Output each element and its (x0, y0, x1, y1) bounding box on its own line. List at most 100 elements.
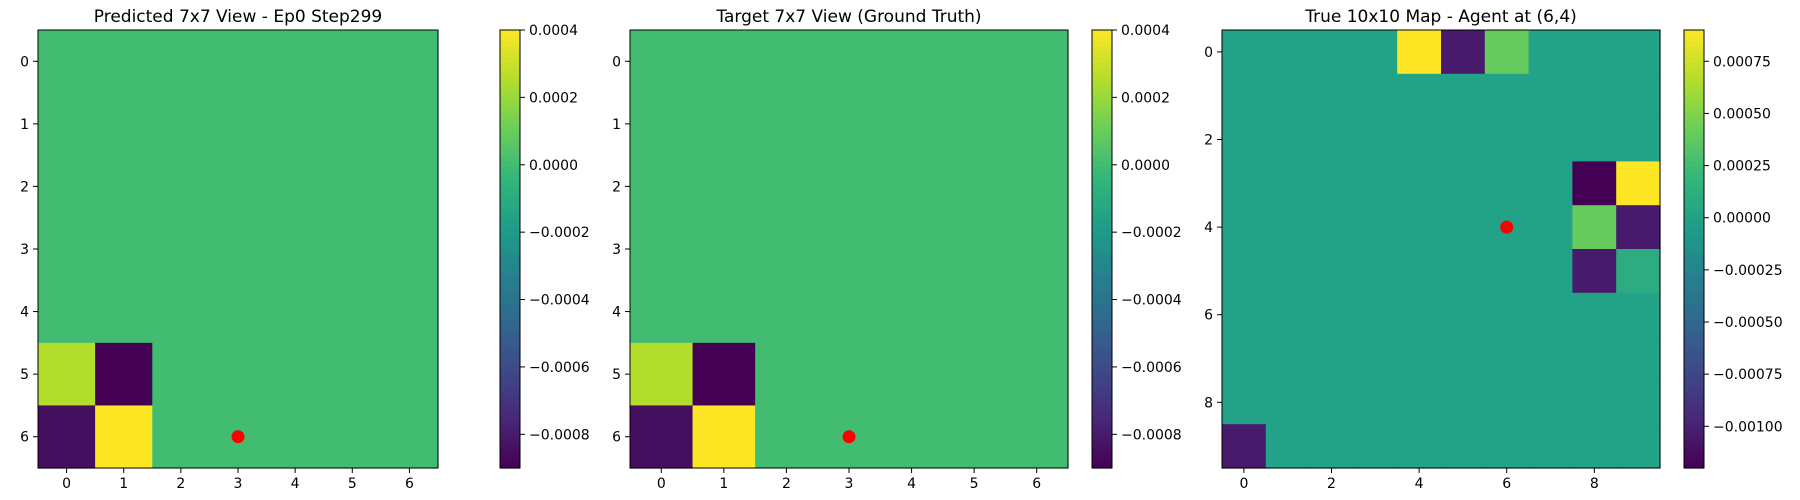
panel-3-colorbar-band (1684, 309, 1704, 316)
panel-2-cell-r3-c2 (755, 217, 819, 281)
panel-3-colorbar-band (1684, 336, 1704, 343)
panel-1-colorbar-band (500, 68, 520, 75)
panel-3-colorbar-band (1684, 303, 1704, 310)
panel-1-cell-r2-c1 (95, 155, 153, 219)
panel-1-cell-r0-c5 (323, 30, 382, 94)
panel-1-cell-r4-c4 (266, 280, 325, 344)
panel-1-cell-r6-c6 (380, 405, 439, 469)
panel-2-cell-r3-c5 (942, 217, 1007, 281)
panel-1-colorbar-band (500, 298, 520, 305)
panel-2-cell-r2-c4 (880, 155, 944, 219)
panel-3-colorbar-band (1684, 161, 1704, 168)
panel-3-colorbar-tick-label: −0.00050 (1713, 315, 1783, 331)
panel-3-colorbar-band (1684, 210, 1704, 217)
panel-2-cell-r0-c5 (942, 30, 1007, 94)
panel-3-xtick-label-6: 6 (1502, 476, 1511, 492)
panel-3-colorbar-band (1684, 216, 1704, 223)
panel-1-cell-r3-c1 (95, 217, 153, 281)
panel-2-cell-r3-c4 (880, 217, 944, 281)
panel-3-colorbar-band (1684, 188, 1704, 195)
panel-2-cell-r2-c6 (1005, 155, 1069, 219)
panel-3-cell-r1-c8 (1572, 73, 1617, 119)
panel-1-colorbar-band (500, 391, 520, 398)
panel-3-colorbar-tick-label: 0.00025 (1713, 159, 1771, 175)
panel-3-cell-r0-c5 (1441, 30, 1486, 75)
panel-2-cell-r2-c3 (817, 155, 881, 219)
panel-1-colorbar-band (500, 84, 520, 91)
panel-3-colorbar-band (1684, 314, 1704, 321)
panel-3-cell-r4-c8 (1572, 205, 1617, 250)
panel-1-colorbar-band (500, 249, 520, 256)
panel-2-cell-r3-c0 (630, 217, 694, 281)
panel-1-colorbar-band (500, 155, 520, 162)
panel-3-xtick-label-8: 8 (1590, 476, 1599, 492)
panel-2-cell-r4-c5 (942, 280, 1007, 344)
panel-3-cell-r4-c2 (1309, 205, 1354, 250)
panel-2-colorbar-band (1092, 183, 1112, 190)
panel-3-colorbar-band (1684, 183, 1704, 190)
panel-3-xtick-label-4: 4 (1415, 476, 1424, 492)
panel-3-cell-r0-c7 (1528, 30, 1573, 75)
panel-1-colorbar-band (500, 117, 520, 124)
panel-1-colorbar-band (500, 270, 520, 277)
panel-3-cell-r3-c4 (1397, 161, 1442, 206)
panel-1-cell-r2-c0 (38, 155, 96, 219)
panel-3-colorbar-tick-label: 0.00075 (1713, 54, 1771, 70)
panel-1-colorbar-band (500, 342, 520, 349)
panel-3-cell-r7-c3 (1353, 336, 1398, 381)
panel-1-colorbar-band (500, 161, 520, 168)
panel-1-cell-r3-c0 (38, 217, 96, 281)
panel-1-colorbar-band (500, 462, 520, 469)
panel-2-colorbar-band (1092, 238, 1112, 245)
panel-3-colorbar-band (1684, 418, 1704, 425)
panel-1-colorbar-band (500, 199, 520, 206)
panel-3-cell-r6-c3 (1353, 292, 1398, 338)
panel-3-colorbar-band (1684, 172, 1704, 179)
panel-3-cell-r6-c5 (1441, 292, 1486, 338)
panel-3-cell-r9-c6 (1484, 424, 1530, 469)
panel-2-colorbar-band (1092, 84, 1112, 91)
panel-1-colorbar-band (500, 287, 520, 294)
panel-1-colorbar-band (500, 57, 520, 64)
panel-3-colorbar-tick-label: −0.00025 (1713, 263, 1783, 279)
panel-2-colorbar-band (1092, 134, 1112, 141)
panel-1-colorbar-band (500, 418, 520, 425)
panel-1-colorbar-band (500, 238, 520, 245)
panel-1-xtick-label-5: 5 (348, 476, 357, 492)
panel-3-cell-r8-c2 (1309, 380, 1354, 425)
panel-3-cell-r0-c9 (1616, 30, 1661, 75)
panel-1-colorbar-band (500, 134, 520, 141)
panel-3-cell-r1-c6 (1484, 73, 1530, 119)
panel-3-colorbar-band (1684, 227, 1704, 234)
panel-3-cell-r6-c0 (1222, 292, 1267, 338)
panel-3-cell-r1-c4 (1397, 73, 1442, 119)
panel-2-colorbar-band (1092, 281, 1112, 288)
panel-3-colorbar-band (1684, 380, 1704, 387)
panel-2-colorbar-band (1092, 249, 1112, 256)
panel-1-ytick-label-4: 4 (20, 305, 29, 321)
panel-3-cell-r0-c0 (1222, 30, 1267, 75)
panel-2-colorbar-band (1092, 287, 1112, 294)
panel-3-cell-r3-c1 (1265, 161, 1311, 206)
panel-1-colorbar-band (500, 35, 520, 42)
panel-3-cell-r2-c1 (1265, 117, 1311, 162)
panel-2-colorbar-band (1092, 396, 1112, 403)
panel-3-colorbar-band (1684, 276, 1704, 283)
panel-3-cell-r6-c1 (1265, 292, 1311, 338)
panel-3-cell-r9-c8 (1572, 424, 1617, 469)
panel-3-colorbar-band (1684, 270, 1704, 277)
panel-1-cell-r1-c3 (209, 92, 268, 156)
panel-3-cell-r4-c1 (1265, 205, 1311, 250)
panel-2-colorbar-band (1092, 363, 1112, 371)
panel-2-colorbar-band (1092, 347, 1112, 354)
panel-2-colorbar-band (1092, 457, 1112, 464)
panel-3-colorbar-band (1684, 194, 1704, 201)
panel-2-colorbar-band (1092, 144, 1112, 152)
panel-2-colorbar-band (1092, 254, 1112, 261)
panel-3-colorbar-band (1684, 407, 1704, 414)
panel-3-cell-r5-c4 (1397, 249, 1442, 294)
panel-1-cell-r4-c3 (209, 280, 268, 344)
panel-1-agent-marker (231, 430, 245, 444)
panel-1-cell-r2-c3 (209, 155, 268, 219)
panel-1-cell-r2-c4 (266, 155, 325, 219)
